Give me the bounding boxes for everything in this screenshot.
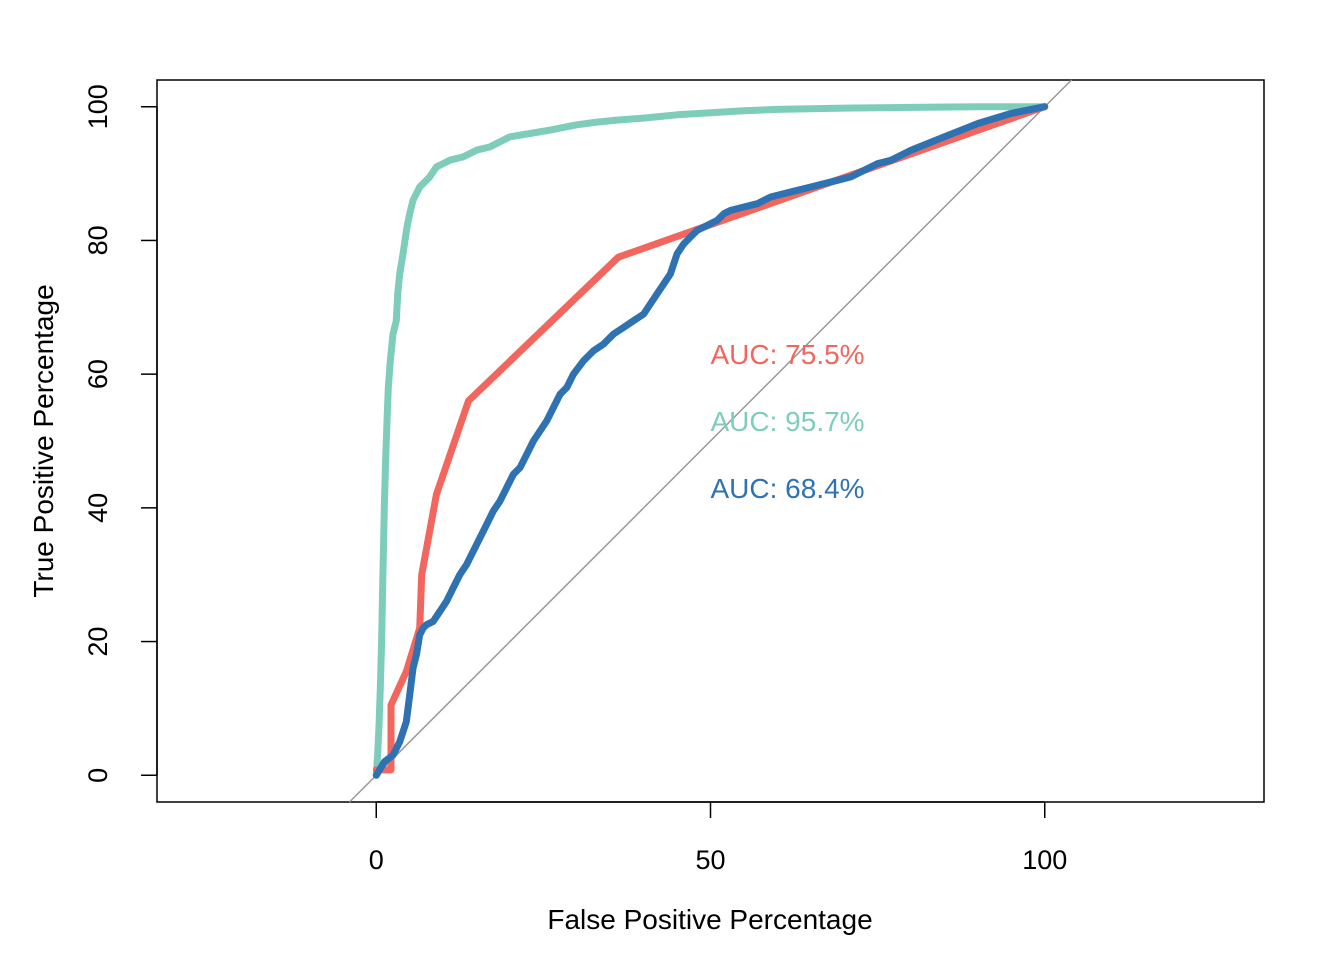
y-tick-label: 20 [83, 627, 113, 657]
annotation-layer: AUC: 75.5% AUC: 95.7% AUC: 68.4% [711, 339, 865, 504]
y-tick-label: 40 [83, 493, 113, 523]
roc-curve-1 [372, 103, 1049, 779]
y-tick-label: 80 [83, 225, 113, 255]
series-layer [372, 103, 1049, 779]
y-axis: 0 20 40 60 80 100 [83, 84, 158, 783]
x-tick-label: 100 [1022, 845, 1067, 875]
x-tick-label: 0 [369, 845, 384, 875]
y-tick-label: 60 [83, 359, 113, 389]
diagonal-reference-line [348, 79, 1073, 803]
auc-label: AUC: 75.5% [711, 339, 865, 370]
y-tick-label: 100 [83, 84, 113, 129]
y-tick-label: 0 [83, 768, 113, 783]
y-axis-title: True Positive Percentage [28, 284, 59, 597]
x-axis: 0 50 100 [369, 801, 1067, 875]
roc-curve-3 [372, 103, 1049, 779]
auc-label: AUC: 68.4% [711, 473, 865, 504]
x-axis-title: False Positive Percentage [547, 904, 872, 935]
roc-curve-2 [372, 103, 1049, 774]
x-tick-label: 50 [695, 845, 725, 875]
auc-label: AUC: 95.7% [711, 406, 865, 437]
